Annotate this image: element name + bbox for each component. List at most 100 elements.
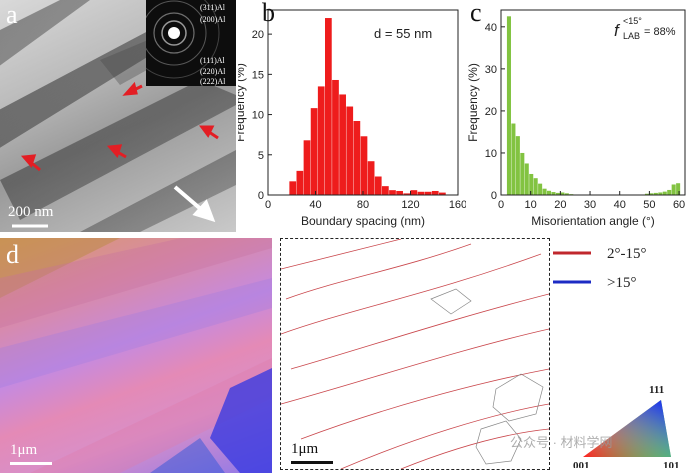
histogram-bar bbox=[542, 188, 547, 195]
annotation-symbol: f bbox=[614, 21, 621, 40]
y-tick-label: 15 bbox=[252, 69, 264, 81]
histogram-bar bbox=[506, 16, 511, 195]
histogram-bar bbox=[374, 176, 382, 195]
arrow-marker bbox=[106, 144, 123, 158]
boundary-scale-bar-label: 1μm bbox=[291, 441, 319, 457]
saed-label-222: (222)Al bbox=[200, 77, 226, 86]
ipf-label-111: 111 bbox=[649, 384, 664, 396]
watermark-text: 公众号 · 材料学网 bbox=[510, 435, 613, 450]
histogram-bar bbox=[346, 106, 354, 195]
histogram-bar bbox=[511, 123, 516, 195]
chart-boundary-spacing: b 0 40 80 120 160 0 5 10 15 20 Boundary spacing (n… bbox=[233, 0, 467, 236]
histogram-bar bbox=[524, 163, 529, 195]
histogram-bar bbox=[403, 193, 411, 195]
histogram-bar bbox=[389, 190, 396, 195]
x-tick-label: 20 bbox=[554, 199, 566, 211]
histogram-bar bbox=[410, 190, 418, 195]
y-axis-label: Frequency (%) bbox=[238, 63, 247, 142]
ebsd-scale-bar-line bbox=[10, 462, 52, 465]
x-axis-label: Boundary spacing (nm) bbox=[301, 214, 425, 228]
histogram-bar bbox=[303, 140, 311, 195]
histogram-bar bbox=[653, 192, 658, 195]
saed-label-311: (311)Al bbox=[200, 3, 226, 12]
histogram-bar bbox=[332, 79, 339, 195]
histogram-bar bbox=[431, 190, 439, 195]
y-tick-label: 10 bbox=[252, 110, 264, 122]
histogram-bar bbox=[676, 183, 681, 195]
histogram-bar bbox=[644, 193, 649, 195]
histogram-bar bbox=[339, 94, 346, 195]
histogram-bar bbox=[296, 170, 304, 195]
histogram-bar bbox=[538, 183, 543, 195]
panel-label-a: a bbox=[6, 0, 18, 29]
arrow-marker bbox=[20, 154, 37, 168]
histogram-bar bbox=[667, 189, 672, 195]
histogram-bar bbox=[671, 184, 676, 195]
x-tick-label: 80 bbox=[357, 199, 369, 211]
y-tick-label: 0 bbox=[258, 190, 264, 202]
ipf-label-001: 001 bbox=[573, 460, 590, 468]
ipf-triangle-overlay bbox=[583, 400, 671, 457]
direction-arrow bbox=[173, 185, 216, 223]
panel-label-d: d bbox=[6, 240, 19, 269]
histogram-bar bbox=[520, 152, 525, 195]
y-tick-label: 30 bbox=[485, 64, 497, 76]
x-tick-label: 0 bbox=[265, 199, 271, 211]
chart-annotation: d = 55 nm bbox=[374, 26, 432, 41]
plot-frame bbox=[500, 9, 686, 196]
x-tick-label: 40 bbox=[614, 199, 626, 211]
y-tick-label: 10 bbox=[485, 148, 497, 160]
histogram-bar bbox=[353, 121, 361, 195]
y-axis-label: Frequency (%) bbox=[466, 63, 480, 142]
histogram-bar bbox=[551, 192, 556, 195]
y-tick-label: 20 bbox=[485, 106, 497, 118]
arrow-marker bbox=[122, 81, 138, 96]
histogram-bar bbox=[360, 136, 368, 195]
x-tick-label: 10 bbox=[525, 199, 537, 211]
tem-scale-bar-label: 200 nm bbox=[8, 204, 54, 220]
x-tick-label: 120 bbox=[401, 199, 419, 211]
saed-pattern-inset bbox=[128, 0, 236, 86]
histogram-bar bbox=[529, 173, 534, 195]
panel-label-b: b bbox=[262, 0, 275, 27]
arrow-marker bbox=[199, 125, 215, 138]
histogram-bar bbox=[396, 190, 403, 195]
saed-label-200: (200)Al bbox=[200, 15, 226, 24]
ebsd-texture bbox=[0, 238, 272, 473]
histogram-bar bbox=[310, 108, 318, 195]
histogram-bar bbox=[515, 136, 520, 195]
histogram-bar bbox=[564, 193, 569, 195]
saed-label-220: (220)Al bbox=[200, 67, 226, 76]
x-axis-label: Misorientation angle (°) bbox=[531, 214, 655, 228]
y-tick-label: 40 bbox=[485, 22, 497, 34]
annotation-value: = 88% bbox=[644, 26, 676, 38]
histogram-bar bbox=[658, 192, 663, 195]
grain-boundary-map: 1μm bbox=[280, 238, 550, 470]
x-tick-label: 40 bbox=[309, 199, 321, 211]
annotation-subscript: LAB bbox=[623, 31, 640, 41]
legend-label-hab: >15° bbox=[607, 275, 636, 291]
histogram-bar bbox=[417, 191, 425, 195]
legend-area: 2°-15° >15° 111 001 101 bbox=[553, 246, 680, 468]
histogram-bar bbox=[317, 86, 325, 195]
histogram-bar bbox=[424, 191, 432, 195]
histogram-bar bbox=[382, 186, 389, 195]
x-tick-label: 60 bbox=[673, 199, 685, 211]
y-tick-label: 0 bbox=[491, 190, 497, 202]
chart-misorientation: c 0 10 20 30 40 50 60 0 10 20 30 40 Misorientation a… bbox=[466, 0, 693, 236]
x-tick-label: 160 bbox=[449, 199, 466, 211]
histogram-bar bbox=[439, 192, 446, 195]
histogram-bar bbox=[367, 161, 375, 195]
legend-label-lab: 2°-15° bbox=[607, 246, 647, 262]
histogram-bar bbox=[560, 192, 565, 195]
ebsd-scale-bar-label: 1μm bbox=[10, 442, 38, 458]
ipf-label-101: 101 bbox=[663, 460, 680, 468]
ebsd-ipf-map: d 1μm bbox=[0, 238, 272, 473]
histogram-b: 0 40 80 120 160 0 5 10 15 20 Boundary spacing (nm)… bbox=[233, 9, 467, 228]
annotation-superscript: <15° bbox=[623, 16, 642, 26]
boundary-lines bbox=[281, 239, 549, 469]
x-tick-label: 50 bbox=[643, 199, 655, 211]
boundary-scale-bar-line bbox=[291, 461, 333, 464]
y-tick-label: 5 bbox=[258, 150, 264, 162]
histogram-bar bbox=[662, 191, 667, 195]
